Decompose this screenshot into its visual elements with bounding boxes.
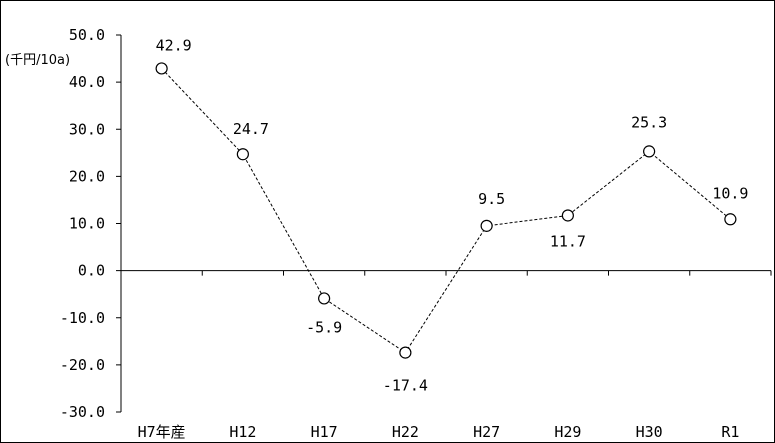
data-label: 24.7 bbox=[233, 120, 269, 138]
x-tick-label: H12 bbox=[229, 423, 256, 441]
data-point bbox=[399, 346, 412, 359]
data-point bbox=[480, 219, 493, 232]
y-tick-label: 30.0 bbox=[69, 120, 105, 138]
y-unit-label: (千円/10a) bbox=[5, 53, 70, 68]
y-tick-label: -10.0 bbox=[60, 309, 105, 327]
y-tick-label: -20.0 bbox=[60, 356, 105, 374]
x-tick-label: H17 bbox=[311, 423, 338, 441]
data-point bbox=[236, 148, 249, 161]
series-line bbox=[161, 68, 731, 354]
data-label: 10.9 bbox=[712, 184, 748, 202]
data-point bbox=[318, 292, 331, 305]
y-tick-label: 20.0 bbox=[69, 167, 105, 185]
data-label: -17.4 bbox=[383, 377, 428, 395]
y-tick-label: 50.0 bbox=[69, 26, 105, 44]
data-label: 9.5 bbox=[478, 190, 505, 208]
data-point bbox=[155, 62, 168, 75]
x-tick-label: H29 bbox=[554, 423, 581, 441]
y-tick-label: -30.0 bbox=[60, 403, 105, 421]
x-tick-label: H7年産 bbox=[138, 423, 186, 441]
data-label: 42.9 bbox=[156, 36, 192, 54]
data-label: 11.7 bbox=[550, 232, 586, 250]
data-point bbox=[561, 209, 574, 222]
y-tick-label: 10.0 bbox=[69, 215, 105, 233]
x-tick-label: H30 bbox=[636, 423, 663, 441]
x-tick-label: R1 bbox=[721, 423, 739, 441]
data-point bbox=[724, 213, 737, 226]
y-tick-label: 0.0 bbox=[78, 262, 105, 280]
x-tick-label: H27 bbox=[473, 423, 500, 441]
data-label: 25.3 bbox=[631, 113, 667, 131]
x-tick-label: H22 bbox=[392, 423, 419, 441]
data-label: -5.9 bbox=[306, 318, 342, 336]
data-point bbox=[643, 145, 656, 158]
y-tick-label: 40.0 bbox=[69, 73, 105, 91]
